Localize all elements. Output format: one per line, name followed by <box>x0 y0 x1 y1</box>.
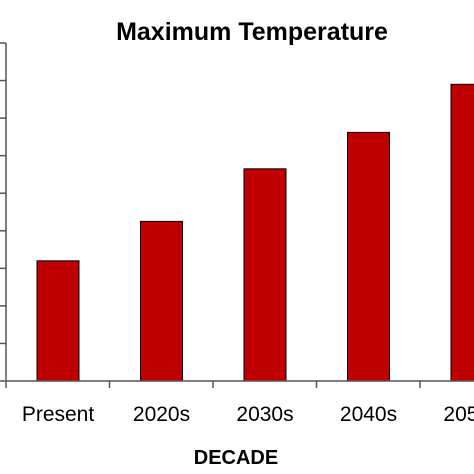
x-tick-label: Present <box>22 403 95 426</box>
bar-2020s <box>140 220 183 382</box>
x-tick-label: 2040s <box>340 403 397 426</box>
bars <box>36 83 474 382</box>
x-tick-label: 2030s <box>236 403 293 426</box>
x-axis: Present 2020s 2030s 2040s 2050s <box>5 380 474 426</box>
x-tick-label: 2020s <box>133 403 190 426</box>
chart-title: Maximum Temperature <box>116 18 388 46</box>
bar-2050s <box>450 83 474 382</box>
y-axis <box>0 42 7 382</box>
x-tick-label: 2050s <box>443 403 474 426</box>
bar-2040s <box>347 131 390 382</box>
bar-present <box>36 260 80 382</box>
bar-2030s <box>243 168 287 382</box>
x-axis-label: DECADE <box>194 447 278 469</box>
